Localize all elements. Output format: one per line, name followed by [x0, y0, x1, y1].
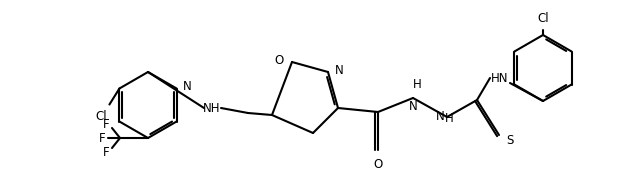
Text: N: N [436, 111, 445, 124]
Text: N: N [409, 100, 418, 113]
Text: H: H [444, 112, 453, 125]
Text: F: F [98, 131, 105, 145]
Text: O: O [275, 53, 284, 67]
Text: HN: HN [491, 71, 509, 85]
Text: Cl: Cl [537, 12, 549, 25]
Text: NH: NH [203, 102, 221, 114]
Text: Cl: Cl [96, 111, 107, 124]
Text: N: N [335, 63, 344, 76]
Text: F: F [103, 146, 110, 158]
Text: F: F [103, 118, 110, 130]
Text: S: S [506, 134, 513, 146]
Text: H: H [413, 78, 421, 91]
Text: O: O [373, 158, 382, 171]
Text: N: N [183, 80, 192, 93]
